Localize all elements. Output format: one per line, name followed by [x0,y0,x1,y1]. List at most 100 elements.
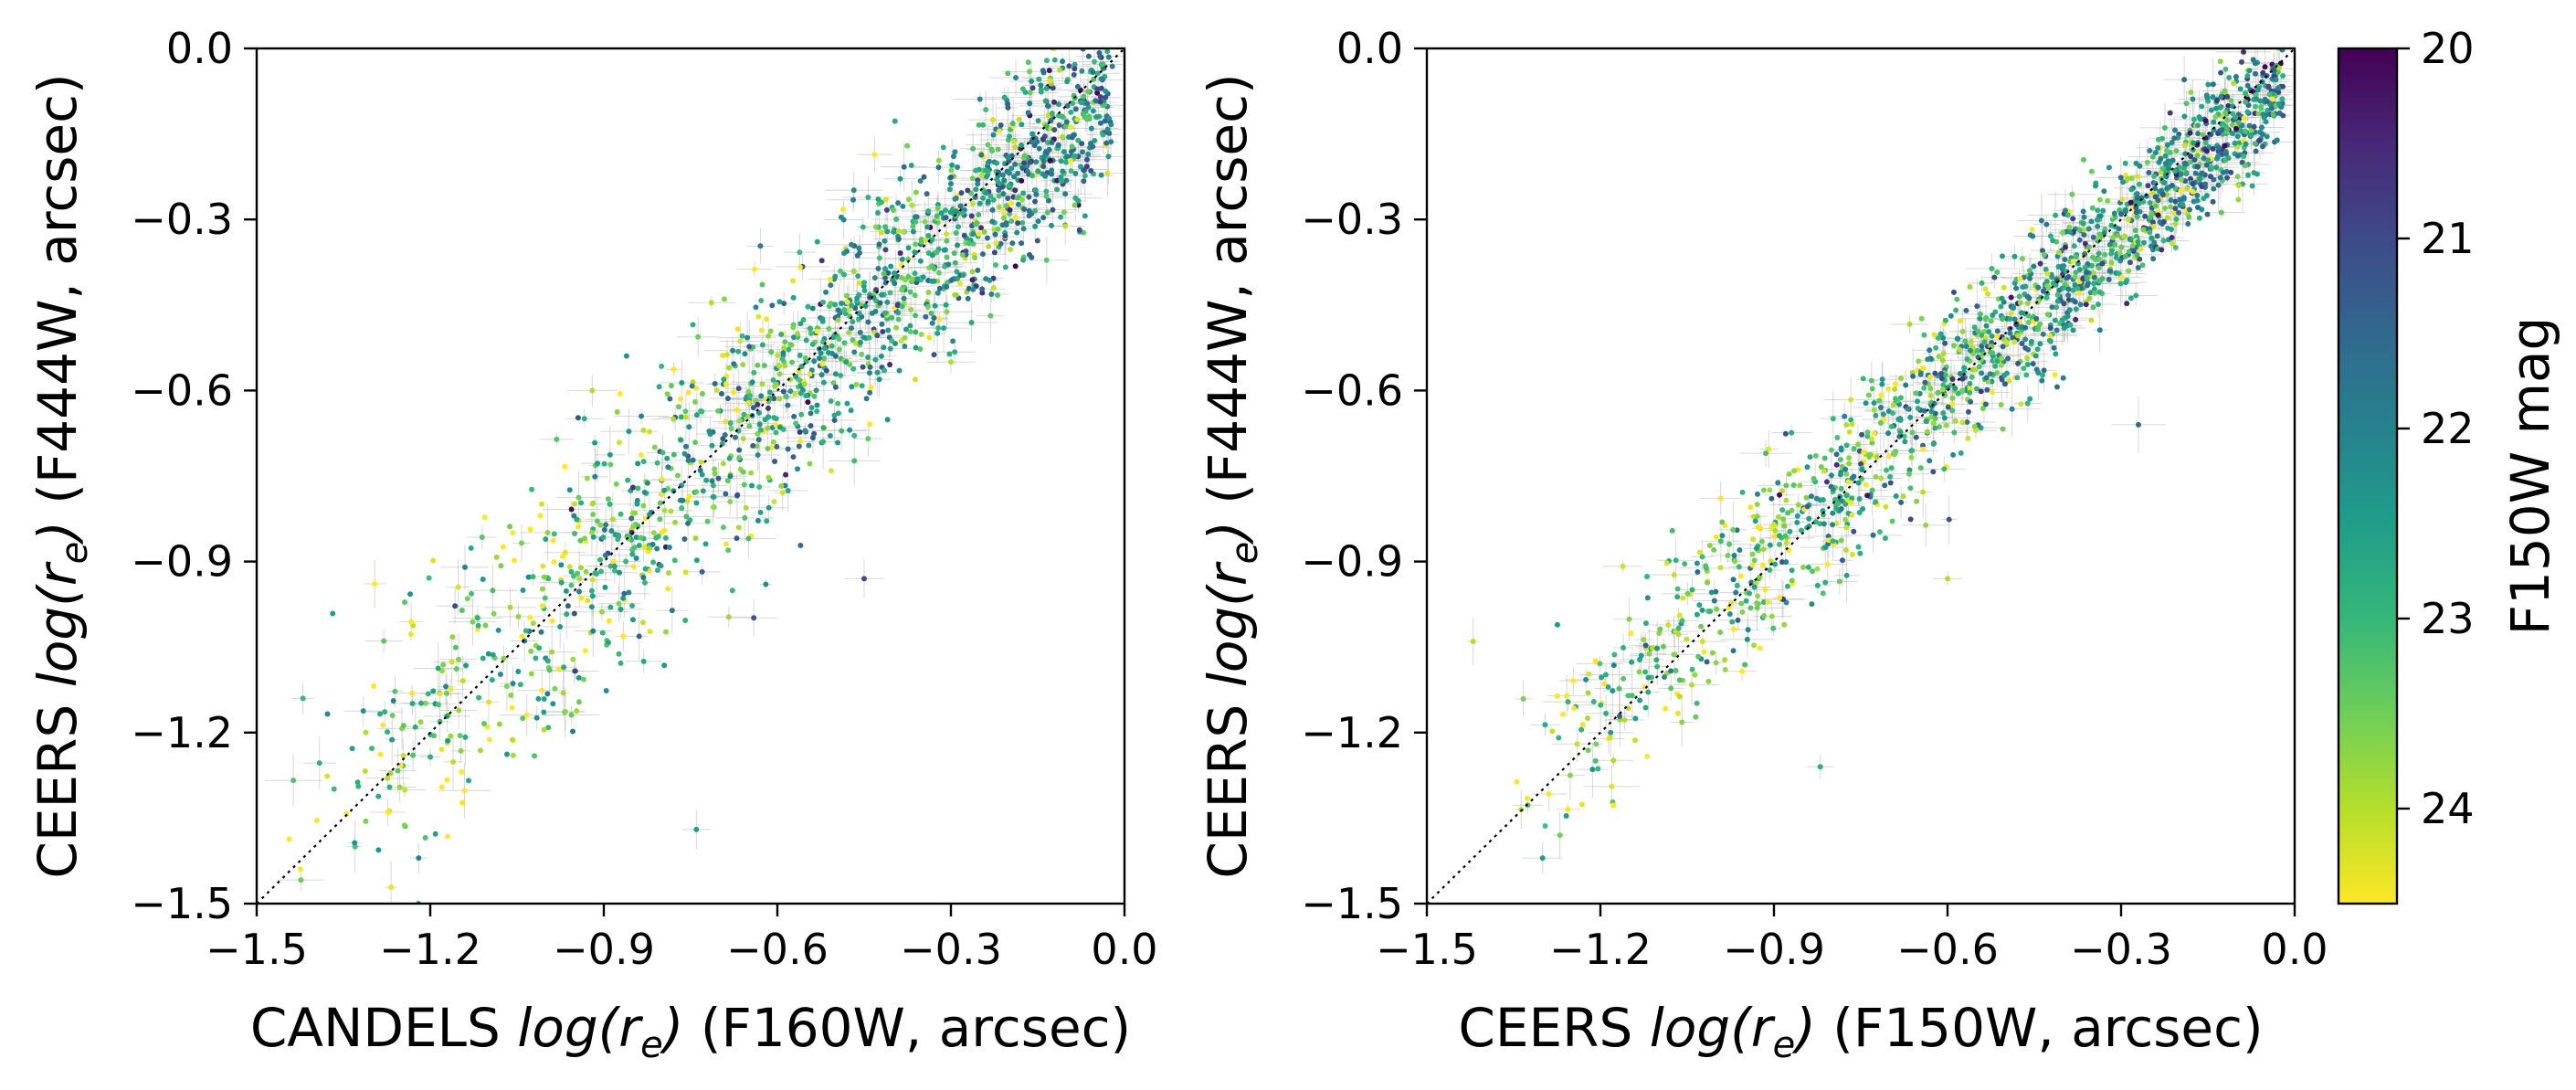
scatter-point [2101,188,2107,195]
scatter-point [740,436,746,442]
scatter-point [748,470,755,476]
scatter-point [888,263,894,270]
scatter-point [1706,543,1713,549]
scatter-point [991,249,998,256]
scatter-point [730,389,736,396]
scatter-point [678,437,684,443]
scatter-point [435,702,441,708]
scatter-point [1959,376,1966,382]
scatter-point [1042,98,1049,104]
scatter-point [752,266,758,272]
scatter-point [658,563,664,569]
scatter-point [904,143,911,149]
scatter-point [992,231,998,238]
scatter-point [385,810,391,816]
scatter-point [1554,621,1560,628]
scatter-point [1885,386,1892,392]
scatter-point [680,497,686,503]
scatter-point [1772,561,1779,567]
scatter-point [838,372,844,378]
scatter-point [827,276,833,282]
scatter-point [849,241,855,248]
scatter-point [1696,549,1703,556]
scatter-point [974,220,980,227]
scatter-point [771,415,777,421]
scatter-point [912,376,918,383]
scatter-point [1097,99,1103,105]
scatter-point [995,146,1001,153]
scatter-point [1747,590,1753,597]
scatter-point [1567,772,1573,778]
scatter-point [756,421,763,428]
scatter-point [1757,574,1763,580]
scatter-point [2228,98,2234,104]
scatter-point [633,555,639,561]
scatter-point [985,198,991,205]
scatter-point [1051,127,1058,133]
scatter-point [2093,183,2099,189]
scatter-point [1828,447,1834,453]
scatter-point [950,338,956,344]
scatter-point [928,310,934,316]
scatter-point [1036,145,1042,152]
scatter-point [1090,15,1095,20]
scatter-point [1546,790,1552,797]
scatter-point [978,152,985,158]
scatter-point [445,737,451,744]
scatter-point [734,326,741,333]
scatter-point [1869,487,1875,493]
scatter-point [330,610,336,617]
scatter-point [832,353,839,359]
scatter-point [1892,386,1898,392]
scatter-point [640,459,647,465]
scatter-point [1932,416,1938,422]
scatter-point [1990,389,1996,396]
scatter-point [1663,705,1669,712]
scatter-point [616,439,622,446]
scatter-point [844,299,850,305]
scatter-point [1019,219,1026,226]
scatter-point [685,389,692,396]
scatter-point [749,482,755,489]
scatter-point [668,508,674,514]
y-tick-label: −1.5 [131,879,233,928]
scatter-point [1029,131,1036,137]
scatter-point [597,522,604,528]
scatter-point [797,352,803,358]
scatter-point [766,389,773,396]
scatter-point [1041,153,1048,160]
scatter-point [850,319,856,325]
scatter-point [819,315,826,322]
scatter-point [1103,140,1110,146]
scatter-point [507,524,513,530]
scatter-point [372,580,378,587]
scatter-point [1918,315,1925,322]
scatter-point [2024,293,2031,300]
scatter-point [884,299,891,305]
scatter-point [545,725,552,731]
scatter-point [577,537,584,544]
scatter-point [898,274,904,280]
scatter-point [1059,178,1065,185]
scatter-point [1890,402,1896,408]
scatter-point [727,499,734,505]
scatter-point [895,200,902,206]
scatter-point [1090,108,1096,114]
scatter-point [948,167,955,174]
scatter-point [381,638,387,644]
scatter-point [1817,521,1823,527]
scatter-point [426,575,432,581]
scatter-point [457,733,463,739]
scatter-point [2136,181,2142,187]
scatter-point [693,557,700,564]
scatter-point [907,323,913,329]
scatter-point [761,362,767,368]
scatter-point [1755,524,1761,531]
scatter-point [838,268,844,274]
scatter-point [661,507,668,513]
scatter-point [1711,546,1717,553]
scatter-point [2203,193,2210,199]
scatter-point [1973,428,1980,434]
scatter-point [1940,350,1947,356]
scatter-point [800,317,807,323]
